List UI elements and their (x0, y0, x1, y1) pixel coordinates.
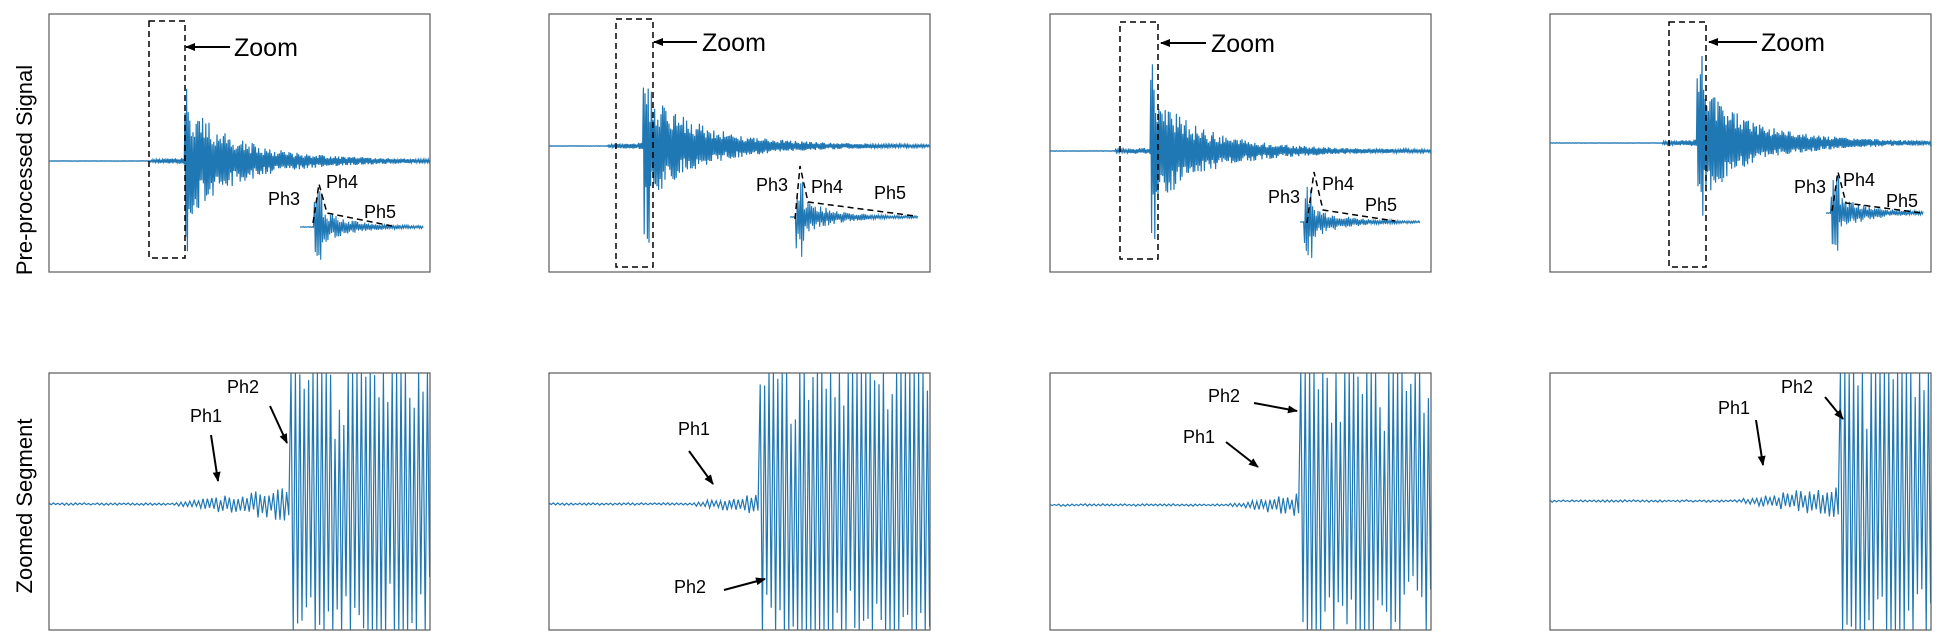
ph1-arrow (210, 434, 221, 482)
bottom-panel-2: Ph1 Ph2 (548, 372, 931, 631)
ph3-label: Ph3 (1794, 177, 1826, 197)
ph1-label: Ph1 (678, 419, 710, 439)
ph5-label: Ph5 (874, 183, 906, 203)
ph2-label: Ph2 (1208, 386, 1240, 406)
zoom-label: Zoom (702, 29, 766, 57)
ph1-arrow (1225, 441, 1259, 468)
top-panel-4: Zoom Ph3 Ph4 Ph5 (1549, 13, 1932, 273)
phase-envelope (1306, 171, 1396, 224)
plot-frame (1549, 372, 1932, 631)
row-label-zoomed: Zoomed Segment (12, 419, 37, 594)
ph4-label: Ph4 (1322, 174, 1354, 194)
ph5-label: Ph5 (1886, 191, 1918, 211)
zoom-box (1119, 21, 1159, 260)
phase-inset-trace (299, 189, 424, 260)
ph2-arrow (269, 405, 288, 444)
ph1-arrow (1755, 419, 1766, 466)
signal-trace (1049, 64, 1432, 240)
ph4-label: Ph4 (1843, 170, 1875, 190)
ph2-label: Ph2 (227, 377, 259, 397)
zoom-label: Zoom (1211, 30, 1275, 58)
ph1-label: Ph1 (1183, 427, 1215, 447)
ph2-label: Ph2 (1781, 377, 1813, 397)
plot-frame (48, 372, 431, 631)
ph4-label: Ph4 (326, 172, 358, 192)
signal-trace (48, 372, 431, 631)
phase-inset-trace (1299, 186, 1421, 258)
phase-envelope (794, 165, 916, 220)
zoom-box (615, 18, 654, 268)
phase-envelope (1831, 171, 1923, 214)
ph5-label: Ph5 (1365, 195, 1397, 215)
row-label-preprocessed: Pre-processed Signal (12, 65, 37, 275)
phase-envelope (312, 183, 393, 227)
ph3-label: Ph3 (756, 175, 788, 195)
ph3-label: Ph3 (1268, 187, 1300, 207)
plot-frame (1049, 13, 1432, 273)
zoom-box (1668, 21, 1707, 268)
top-panel-1: Zoom Ph3 Ph4 Ph5 (48, 13, 431, 273)
ph2-arrow (1253, 402, 1298, 414)
top-panel-2: Zoom Ph3 Ph4 Ph5 (548, 13, 931, 273)
plot-frame (48, 13, 431, 273)
ph2-label: Ph2 (674, 577, 706, 597)
bottom-panel-4: Ph1 Ph2 (1549, 372, 1932, 631)
ph4-label: Ph4 (811, 177, 843, 197)
plot-frame (548, 372, 931, 631)
ph1-arrow (688, 450, 714, 485)
zoom-box (148, 20, 186, 259)
phase-inset-trace (789, 181, 919, 257)
zoom-label: Zoom (1761, 29, 1825, 57)
signal-trace (548, 87, 931, 243)
signal-trace (48, 88, 431, 252)
signal-trace (548, 372, 931, 631)
bottom-panel-1: Ph1 Ph2 (48, 372, 431, 631)
ph2-arrow (1824, 396, 1844, 420)
signal-trace (1049, 372, 1432, 631)
ph5-label: Ph5 (364, 202, 396, 222)
phase-inset-trace (1825, 176, 1924, 251)
signal-trace (1549, 372, 1932, 631)
ph1-label: Ph1 (190, 406, 222, 426)
plot-frame (1049, 372, 1432, 631)
ph3-label: Ph3 (268, 189, 300, 209)
ph1-label: Ph1 (1718, 398, 1750, 418)
plot-frame (548, 13, 931, 273)
bottom-panel-3: Ph1 Ph2 (1049, 372, 1432, 631)
top-panel-3: Zoom Ph3 Ph4 Ph5 (1049, 13, 1432, 273)
zoom-label: Zoom (234, 34, 298, 62)
ph2-arrow (723, 577, 766, 591)
signal-trace (1549, 55, 1932, 216)
